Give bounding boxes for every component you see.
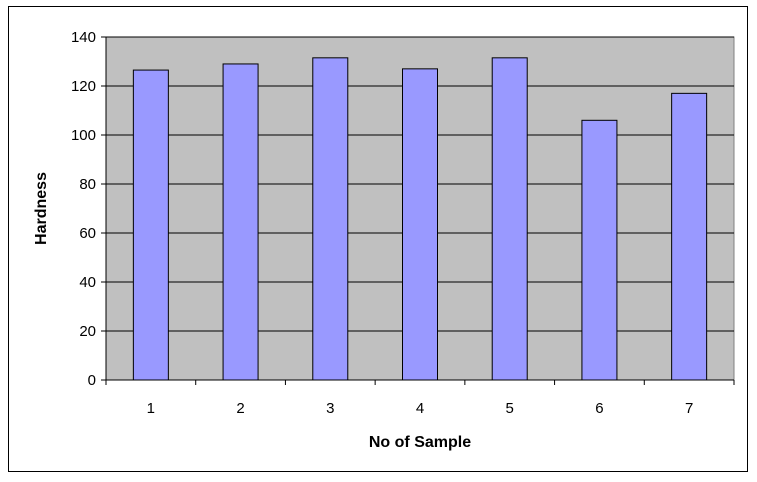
bar-sample-5 [491,57,528,381]
x-axis-ticks: 1 2 3 4 5 6 7 [105,380,735,417]
x-tick-label: 1 [147,400,155,417]
bar-sample-3 [312,57,349,381]
bar-sample-7 [671,92,708,381]
y-tick-label: 0 [88,372,96,389]
bar-sample-6 [581,119,618,381]
x-tick-label: 4 [416,400,424,417]
y-axis-ticks: 0 20 40 60 80 100 120 140 [71,29,106,389]
bar-sample-2 [222,63,259,381]
y-tick-label: 100 [71,127,96,144]
y-axis-title: Hardness [33,172,50,245]
x-tick-label: 5 [506,400,514,417]
y-tick-label: 60 [79,225,96,242]
axes [105,37,734,381]
y-tick-label: 120 [71,78,96,95]
y-tick-label: 40 [79,274,96,291]
bar-sample-4 [402,68,438,381]
x-tick-label: 3 [326,400,334,417]
bars [132,57,708,381]
x-tick-label: 6 [595,400,603,417]
y-tick-label: 80 [79,176,96,193]
y-tick-label: 20 [79,323,96,340]
bar-sample-1 [132,69,169,381]
x-axis-title: No of Sample [369,434,471,451]
y-tick-label: 140 [71,29,96,46]
x-tick-label: 7 [685,400,693,417]
x-tick-label: 2 [236,400,244,417]
